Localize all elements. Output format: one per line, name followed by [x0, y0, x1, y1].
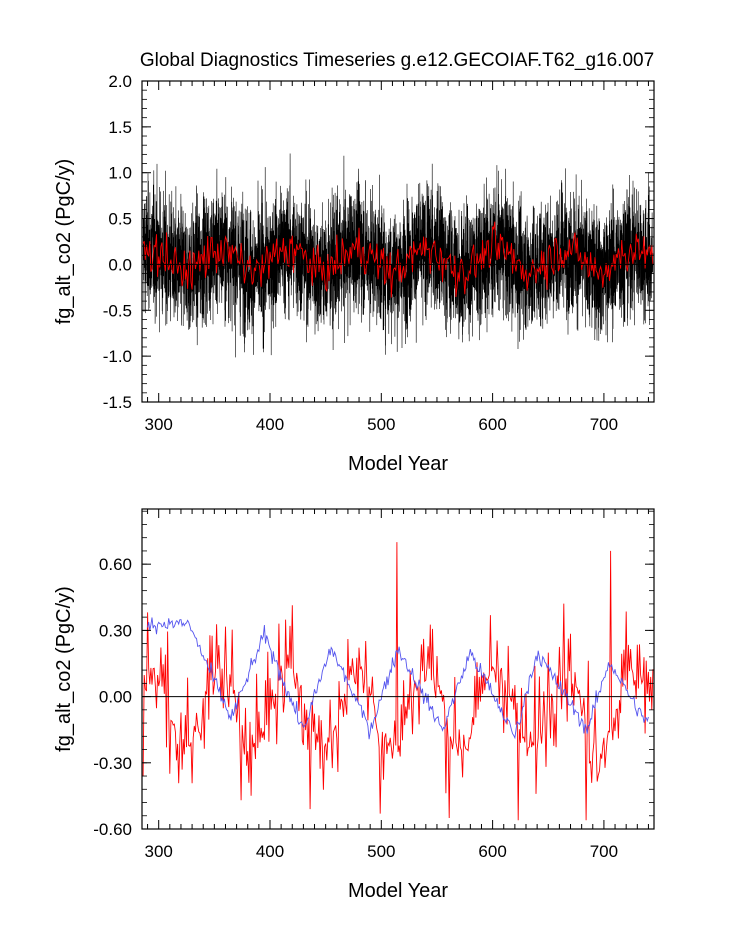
y-tick-label: 2.0 — [108, 72, 132, 91]
x-tick-label: 700 — [590, 842, 618, 861]
axis-ticks — [142, 80, 654, 403]
x-tick-label: 300 — [145, 415, 173, 434]
y-tick-label: 0.60 — [99, 555, 132, 574]
x-tick-labels: 300 400 500 600 700 — [145, 415, 619, 434]
x-tick-label: 500 — [367, 842, 395, 861]
axis-ticks — [142, 509, 654, 830]
y-tick-label: 0.00 — [99, 688, 132, 707]
y-tick-label: -0.5 — [103, 301, 132, 320]
y-axis-label: fg_alt_co2 (PgC/y) — [53, 586, 75, 752]
y-axis-label: fg_alt_co2 (PgC/y) — [53, 159, 75, 325]
x-axis-label: Model Year — [348, 880, 448, 902]
chart-panel-bottom: 300 400 500 600 700 -0.60 -0.30 0.00 0.30 0.60 M… — [53, 508, 655, 902]
x-tick-label: 400 — [256, 415, 284, 434]
x-tick-label: 500 — [367, 415, 395, 434]
x-tick-label: 600 — [478, 842, 506, 861]
y-tick-label: 0.30 — [99, 621, 132, 640]
y-tick-label: -1.0 — [103, 347, 132, 366]
y-tick-labels: -0.60 -0.30 0.00 0.30 0.60 — [93, 555, 132, 839]
y-tick-label: -0.60 — [93, 820, 132, 839]
y-tick-label: -1.5 — [103, 393, 132, 412]
x-axis-label: Model Year — [348, 453, 448, 475]
x-tick-label: 300 — [145, 842, 173, 861]
figure-title: Global Diagnostics Timeseries g.e12.GECO… — [140, 50, 654, 71]
y-tick-label: 0.0 — [108, 255, 132, 274]
series-layer — [142, 153, 654, 358]
x-tick-label: 700 — [590, 415, 618, 434]
y-tick-label: 1.5 — [108, 118, 132, 137]
y-tick-label: 1.0 — [108, 164, 132, 183]
plot-frame — [141, 80, 655, 403]
series-layer — [142, 542, 654, 821]
x-tick-labels: 300 400 500 600 700 — [145, 842, 619, 861]
y-tick-label: 0.5 — [108, 210, 132, 229]
x-tick-label: 400 — [256, 842, 284, 861]
plot-frame — [141, 508, 655, 830]
series-running-mean — [147, 617, 649, 740]
chart-panel-top: 300 400 500 600 700 -1.5 -1.0 -0.5 0.0 0.5 1.0 1.5… — [53, 72, 655, 475]
x-tick-label: 600 — [478, 415, 506, 434]
series-annual — [142, 542, 654, 821]
series-monthly — [142, 153, 654, 358]
y-tick-label: -0.30 — [93, 754, 132, 773]
y-tick-labels: -1.5 -1.0 -0.5 0.0 0.5 1.0 1.5 2.0 — [103, 72, 132, 412]
series-annual — [142, 221, 654, 298]
